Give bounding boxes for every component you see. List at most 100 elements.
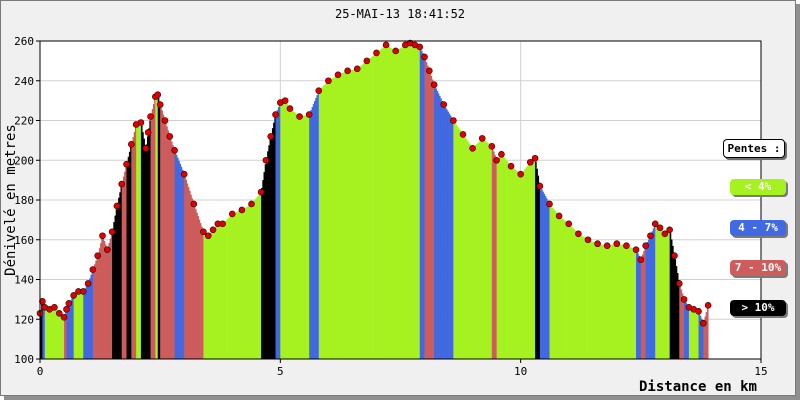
slope-bar: [61, 315, 64, 359]
slope-bar: [565, 221, 567, 359]
slope-bar: [423, 55, 425, 359]
slope-bar: [52, 308, 54, 359]
slope-bar: [382, 47, 385, 360]
slope-bar: [95, 260, 97, 359]
slope-bar: [413, 44, 416, 359]
slope-bar: [520, 173, 523, 359]
slope-bar: [524, 168, 526, 359]
slope-bar: [211, 230, 214, 359]
slope-bar: [315, 98, 317, 359]
slope-bar: [160, 106, 162, 359]
slope-bar: [201, 226, 203, 359]
data-point: [84, 280, 92, 287]
slope-bar: [620, 244, 623, 359]
slope-bar: [591, 241, 594, 359]
slope-bar: [674, 259, 677, 359]
slope-bar: [121, 181, 124, 359]
data-point: [647, 232, 654, 240]
slope-bar: [98, 248, 101, 359]
slope-bar: [178, 160, 180, 359]
slope-bar: [102, 237, 105, 359]
slope-bar: [453, 121, 455, 360]
data-point: [478, 135, 486, 142]
slope-bar: [471, 147, 473, 359]
slope-bar: [169, 138, 172, 359]
slope-bar: [632, 248, 635, 359]
slope-bar: [464, 137, 466, 359]
slope-bar: [67, 304, 70, 359]
data-point: [382, 41, 390, 49]
slope-bar: [449, 115, 452, 359]
slope-bar: [90, 274, 93, 359]
data-point: [353, 65, 361, 73]
slope-bar: [529, 162, 531, 359]
slope-bar: [682, 297, 685, 359]
slope-bar: [46, 308, 48, 359]
slope-bar: [527, 164, 530, 359]
data-point: [651, 220, 659, 228]
slope-bar: [76, 292, 78, 359]
slope-bar: [605, 245, 608, 359]
slope-bar: [426, 65, 429, 359]
data-point: [459, 131, 467, 138]
slope-bar: [624, 245, 626, 359]
slope-bar: [62, 316, 65, 359]
slope-bar: [127, 156, 130, 359]
data-point: [507, 162, 515, 170]
slope-bar: [202, 230, 204, 359]
data-point: [219, 220, 226, 228]
slope-bar: [133, 131, 136, 359]
slope-bar: [560, 217, 562, 359]
slope-bar: [341, 73, 344, 360]
slope-bar: [205, 234, 208, 359]
slope-bar: [418, 46, 421, 360]
slope-bar: [690, 308, 692, 359]
slope-bar: [319, 88, 322, 359]
slope-bar: [703, 320, 705, 359]
slope-bar: [222, 223, 225, 359]
slope-bar: [371, 56, 374, 360]
slope-bar: [531, 160, 534, 359]
slope-bar: [232, 213, 234, 359]
slope-bar: [404, 45, 406, 359]
data-point: [257, 188, 265, 196]
slope-bar: [101, 238, 103, 359]
slope-bar: [68, 302, 71, 359]
slope-bar: [399, 48, 401, 359]
slope-bar: [145, 144, 148, 359]
slope-bar: [292, 111, 294, 359]
slope-bar: [547, 200, 549, 359]
slope-bar: [336, 75, 339, 359]
slope-bar: [425, 62, 428, 360]
legend-item: 4 - 7%: [730, 220, 786, 236]
legend-item: > 10%: [730, 300, 786, 316]
slope-bar: [228, 217, 231, 359]
slope-bar: [437, 93, 440, 360]
slope-bar: [696, 310, 698, 359]
slope-bar: [446, 109, 448, 359]
slope-bar: [294, 113, 297, 359]
data-point: [493, 156, 500, 164]
slope-bar: [313, 101, 316, 360]
slope-bar: [221, 223, 224, 359]
slope-bar: [94, 264, 96, 359]
slope-bar: [208, 235, 210, 359]
slope-bar: [307, 114, 310, 359]
data-point: [603, 242, 611, 250]
slope-bar: [303, 115, 305, 359]
slope-bar: [173, 148, 175, 359]
slope-bar: [183, 172, 185, 359]
slope-bar: [107, 247, 109, 359]
slope-bar: [364, 62, 367, 360]
slope-bar: [438, 95, 441, 360]
slope-bar: [164, 122, 167, 360]
slope-bar: [507, 162, 510, 359]
slope-bar: [310, 110, 312, 359]
slope-bar: [240, 210, 243, 359]
slope-bar: [559, 216, 561, 359]
slope-bar: [327, 81, 329, 360]
slope-bar: [330, 78, 333, 359]
slope-bar: [447, 111, 449, 359]
slope-bar: [566, 222, 568, 359]
slope-bar: [366, 60, 369, 359]
